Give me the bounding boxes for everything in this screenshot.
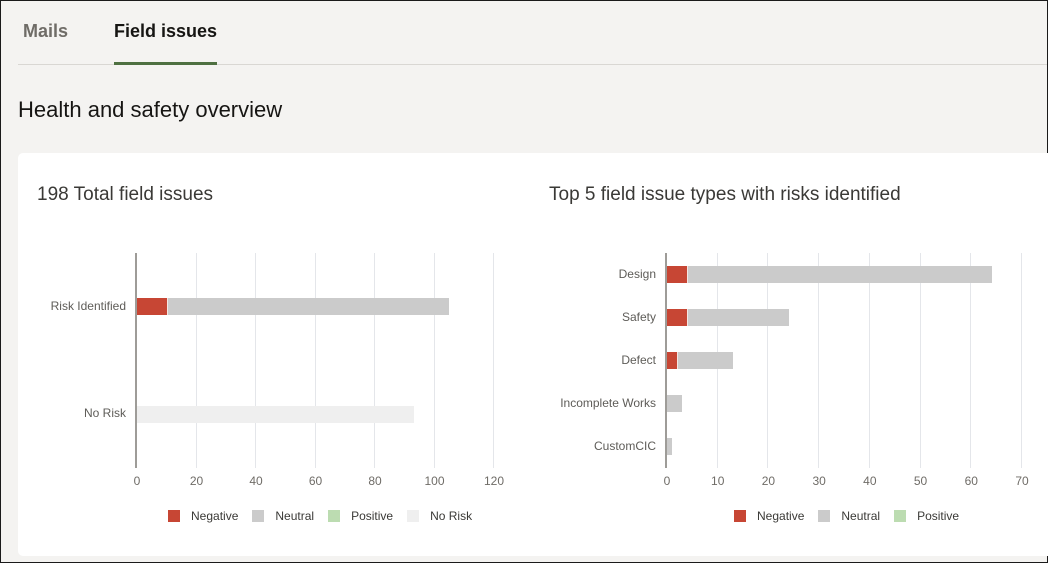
legend-label: No Risk xyxy=(430,509,473,523)
bar-segment-neutral[interactable] xyxy=(677,352,733,369)
total-field-issues-title: 198 Total field issues xyxy=(37,184,214,205)
y-axis-line xyxy=(665,253,667,468)
legend-swatch-icon xyxy=(407,510,420,522)
x-tick-label: 20 xyxy=(189,474,204,488)
gridline xyxy=(970,253,972,468)
legend-item-neutral[interactable]: Neutral xyxy=(818,509,880,523)
gridline xyxy=(1021,253,1022,468)
legend-label: Negative xyxy=(757,509,805,523)
gridline xyxy=(433,253,435,468)
bar-segment-neutral[interactable] xyxy=(667,438,673,455)
x-tick-label: 120 xyxy=(483,474,505,488)
tab-mails[interactable]: Mails xyxy=(23,21,69,41)
legend-swatch-icon xyxy=(328,510,341,522)
x-tick-label: 100 xyxy=(424,474,445,488)
bar-segment-negative[interactable] xyxy=(667,309,688,326)
gridline xyxy=(868,253,870,468)
x-tick-label: 30 xyxy=(812,474,826,488)
legend-item-neutral[interactable]: Neutral xyxy=(252,509,314,523)
x-tick-label: 80 xyxy=(368,474,382,488)
chart-legend: Negative Neutral Positive xyxy=(734,509,973,523)
x-tick-label: 40 xyxy=(863,474,877,488)
bar-segment-neutral[interactable] xyxy=(687,266,992,283)
gridline xyxy=(314,253,316,468)
legend-item-positive[interactable]: Positive xyxy=(328,509,393,523)
chart-legend: Negative Neutral Positive No Risk xyxy=(168,509,486,523)
x-tick-label: 60 xyxy=(964,474,978,488)
x-tick-label: 70 xyxy=(1015,474,1029,488)
y-axis-line xyxy=(135,253,137,468)
category-label-no-risk: No Risk xyxy=(83,406,126,421)
legend-item-positive[interactable]: Positive xyxy=(894,509,959,523)
category-label-safety: Safety xyxy=(621,309,656,324)
gridline xyxy=(374,253,375,468)
plot-area xyxy=(665,253,1023,468)
gridline xyxy=(767,253,769,468)
tab-field-issues[interactable]: Field issues xyxy=(114,21,218,65)
legend-item-negative[interactable]: Negative xyxy=(734,509,804,523)
category-label-risk-identified: Risk Identified xyxy=(50,298,126,313)
bar-segment-negative[interactable] xyxy=(667,352,678,369)
bar-segment-negative[interactable] xyxy=(667,266,688,283)
bar-risk-identified[interactable] xyxy=(137,298,450,316)
gridline xyxy=(195,253,197,468)
gridline xyxy=(919,253,921,468)
legend-swatch-icon xyxy=(894,510,907,522)
legend-swatch-icon xyxy=(252,510,265,522)
page-title: Health and safety overview xyxy=(18,97,283,122)
x-tick-label: 10 xyxy=(711,474,725,488)
legend-label: Neutral xyxy=(841,509,881,523)
x-tick-label: 0 xyxy=(133,474,141,488)
legend-label: Neutral xyxy=(275,509,315,523)
gridline xyxy=(818,253,820,468)
bar-safety[interactable] xyxy=(667,309,789,326)
gridline xyxy=(493,253,494,468)
category-label-defect: Defect xyxy=(621,352,656,367)
legend-label: Positive xyxy=(351,509,394,523)
x-tick-label: 20 xyxy=(761,474,776,488)
bar-incomplete-works[interactable] xyxy=(667,395,683,412)
bar-defect[interactable] xyxy=(667,352,733,369)
x-tick-label: 40 xyxy=(249,474,263,488)
charts-card: 198 Total field issues Top 5 field issue… xyxy=(18,153,1048,556)
category-label-design: Design xyxy=(618,266,656,281)
bar-segment-neutral[interactable] xyxy=(667,395,683,412)
bar-segment-neutral[interactable] xyxy=(687,309,789,326)
bar-segment-negative[interactable] xyxy=(137,298,167,316)
x-tick-label: 0 xyxy=(663,474,671,488)
legend-swatch-icon xyxy=(818,510,831,522)
legend-swatch-icon xyxy=(168,510,180,522)
category-label-customcic: CustomCIC xyxy=(593,438,656,453)
legend-item-negative[interactable]: Negative xyxy=(168,509,238,523)
legend-swatch-icon xyxy=(734,510,746,522)
x-tick-label: 60 xyxy=(308,474,323,488)
bar-design[interactable] xyxy=(667,266,992,283)
legend-label: Negative xyxy=(191,509,239,523)
top-issue-types-title: Top 5 field issue types with risks ident… xyxy=(549,184,901,205)
bar-segment-no-risk[interactable] xyxy=(137,405,414,423)
plot-area xyxy=(135,253,495,468)
legend-label: Positive xyxy=(917,509,960,523)
bar-segment-neutral[interactable] xyxy=(166,298,450,316)
bar-customcic[interactable] xyxy=(667,438,673,455)
x-tick-label: 50 xyxy=(913,474,928,488)
category-label-incomplete-works: Incomplete Works xyxy=(560,395,656,410)
legend-item-no-risk[interactable]: No Risk xyxy=(407,509,472,523)
gridline xyxy=(255,253,256,468)
bar-no-risk[interactable] xyxy=(137,405,414,423)
tab-bar: Mails Field issues xyxy=(18,1,1047,65)
